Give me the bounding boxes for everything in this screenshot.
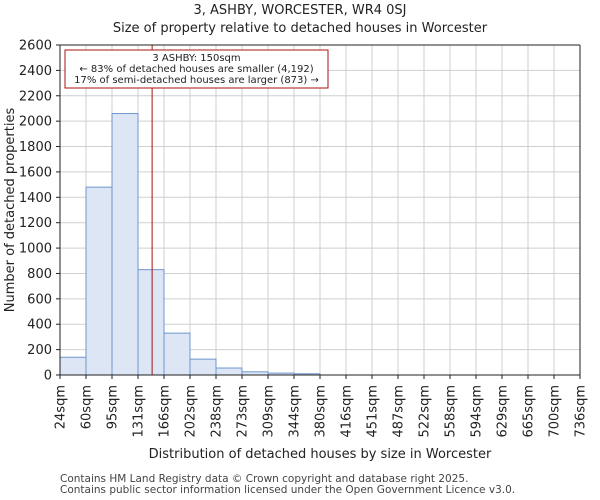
y-axis-label: Number of detached properties	[3, 108, 18, 313]
chart-subtitle: Size of property relative to detached ho…	[112, 21, 488, 36]
y-tick-label: 600	[27, 292, 52, 307]
x-tick-label: 380sqm	[314, 385, 329, 438]
y-tick-label: 1800	[19, 140, 52, 155]
x-tick-label: 95sqm	[106, 385, 121, 429]
x-tick-label: 273sqm	[236, 385, 251, 438]
y-tick-label: 1400	[19, 191, 52, 206]
x-tick-label: 487sqm	[392, 385, 407, 438]
x-tick-label: 60sqm	[80, 385, 95, 429]
x-axis-label: Distribution of detached houses by size …	[149, 447, 492, 462]
x-tick-label: 238sqm	[210, 385, 225, 438]
annotation-line-1: 3 ASHBY: 150sqm	[152, 53, 240, 64]
footer-line-2: Contains public sector information licen…	[60, 484, 516, 496]
annotation-line-3: 17% of semi-detached houses are larger (…	[74, 75, 319, 86]
y-tick-label: 2000	[19, 115, 52, 130]
bar-24sqm	[59, 356, 87, 376]
x-tick-label: 24sqm	[54, 385, 69, 429]
x-tick-label: 131sqm	[132, 385, 147, 438]
y-tick-label: 2200	[19, 89, 52, 104]
x-tick-label: 416sqm	[340, 385, 355, 438]
bar-131sqm	[137, 269, 165, 376]
y-tick-label: 200	[27, 343, 52, 358]
y-tick-label: 400	[27, 318, 52, 333]
y-tick-label: 800	[27, 267, 52, 282]
y-tick-label: 2400	[19, 64, 52, 79]
x-tick-label: 665sqm	[522, 385, 537, 438]
x-tick-label: 522sqm	[418, 385, 433, 438]
x-tick-label: 202sqm	[184, 385, 199, 438]
marker-layer: 3 ASHBY: 150sqm← 83% of detached houses …	[64, 45, 329, 375]
chart-title: 3, ASHBY, WORCESTER, WR4 0SJ	[193, 3, 407, 18]
x-tick-label: 166sqm	[158, 385, 173, 438]
x-tick-label: 736sqm	[574, 385, 589, 438]
x-tick-label: 451sqm	[366, 385, 381, 438]
bar-202sqm	[189, 358, 217, 376]
x-tick-label: 700sqm	[548, 385, 563, 438]
annotation-box	[64, 49, 329, 89]
y-tick-label: 0	[44, 369, 52, 384]
bar-166sqm	[163, 332, 191, 376]
bar-95sqm	[111, 113, 139, 376]
bar-238sqm	[215, 367, 243, 376]
ticks-layer: 0 200 400 600 800 1000 1200 1400 1600 1800 2000 220…	[19, 39, 589, 438]
annotation-line-2: ← 83% of detached houses are smaller (4,…	[79, 64, 313, 75]
y-tick-label: 1000	[19, 242, 52, 257]
y-tick-label: 2600	[19, 39, 52, 54]
x-tick-label: 629sqm	[496, 385, 511, 438]
bar-60sqm	[85, 186, 113, 376]
y-tick-label: 1200	[19, 216, 52, 231]
bars-layer	[59, 113, 321, 376]
x-tick-label: 558sqm	[444, 385, 459, 438]
footer-line-1: Contains HM Land Registry data © Crown c…	[60, 473, 469, 485]
x-tick-label: 344sqm	[288, 385, 303, 438]
y-tick-label: 1600	[19, 165, 52, 180]
x-tick-label: 309sqm	[262, 385, 277, 438]
x-tick-label: 594sqm	[470, 385, 485, 438]
